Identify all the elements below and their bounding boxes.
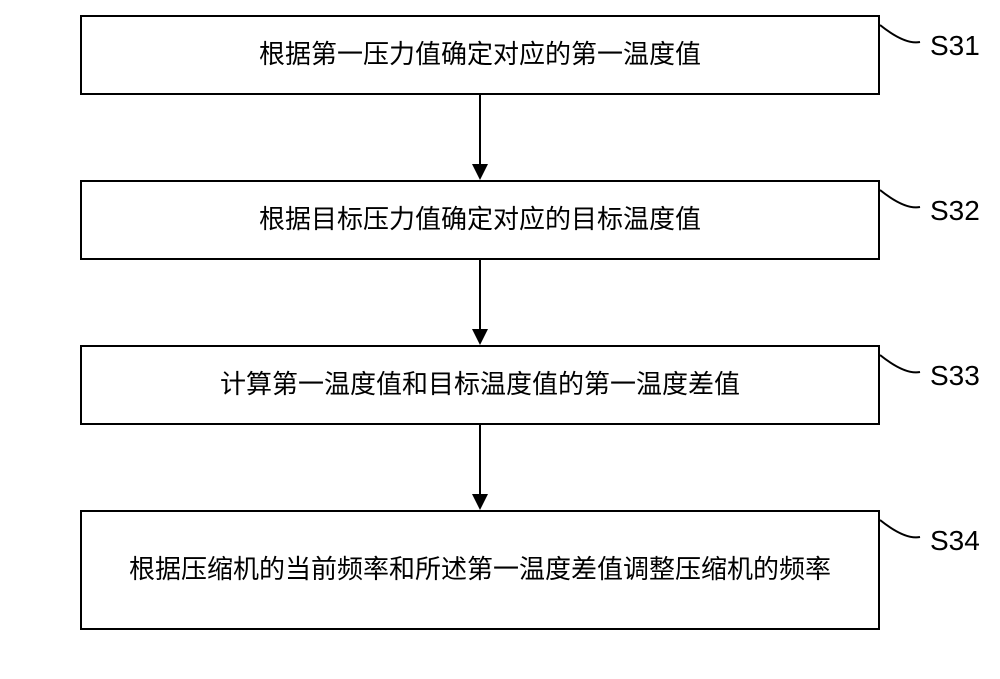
label-connector [875, 350, 925, 380]
step-label-s32: S32 [930, 195, 980, 227]
step-text: 根据第一压力值确定对应的第一温度值 [259, 37, 701, 73]
label-connector [875, 515, 925, 545]
step-text: 根据压缩机的当前频率和所述第一温度差值调整压缩机的频率 [129, 552, 831, 588]
flowchart-step-s34: 根据压缩机的当前频率和所述第一温度差值调整压缩机的频率 [80, 510, 880, 630]
flowchart-step-s32: 根据目标压力值确定对应的目标温度值 [80, 180, 880, 260]
step-text: 根据目标压力值确定对应的目标温度值 [259, 202, 701, 238]
step-text: 计算第一温度值和目标温度值的第一温度差值 [220, 367, 740, 403]
flowchart-step-s31: 根据第一压力值确定对应的第一温度值 [80, 15, 880, 95]
flow-arrow [465, 425, 495, 510]
label-connector [875, 20, 925, 50]
step-label-s33: S33 [930, 360, 980, 392]
step-label-s34: S34 [930, 525, 980, 557]
flowchart-step-s33: 计算第一温度值和目标温度值的第一温度差值 [80, 345, 880, 425]
flowchart-canvas: 根据第一压力值确定对应的第一温度值 S31 根据目标压力值确定对应的目标温度值 S32… [0, 0, 1000, 679]
step-label-s31: S31 [930, 30, 980, 62]
label-connector [875, 185, 925, 215]
flow-arrow [465, 260, 495, 345]
flow-arrow [465, 95, 495, 180]
